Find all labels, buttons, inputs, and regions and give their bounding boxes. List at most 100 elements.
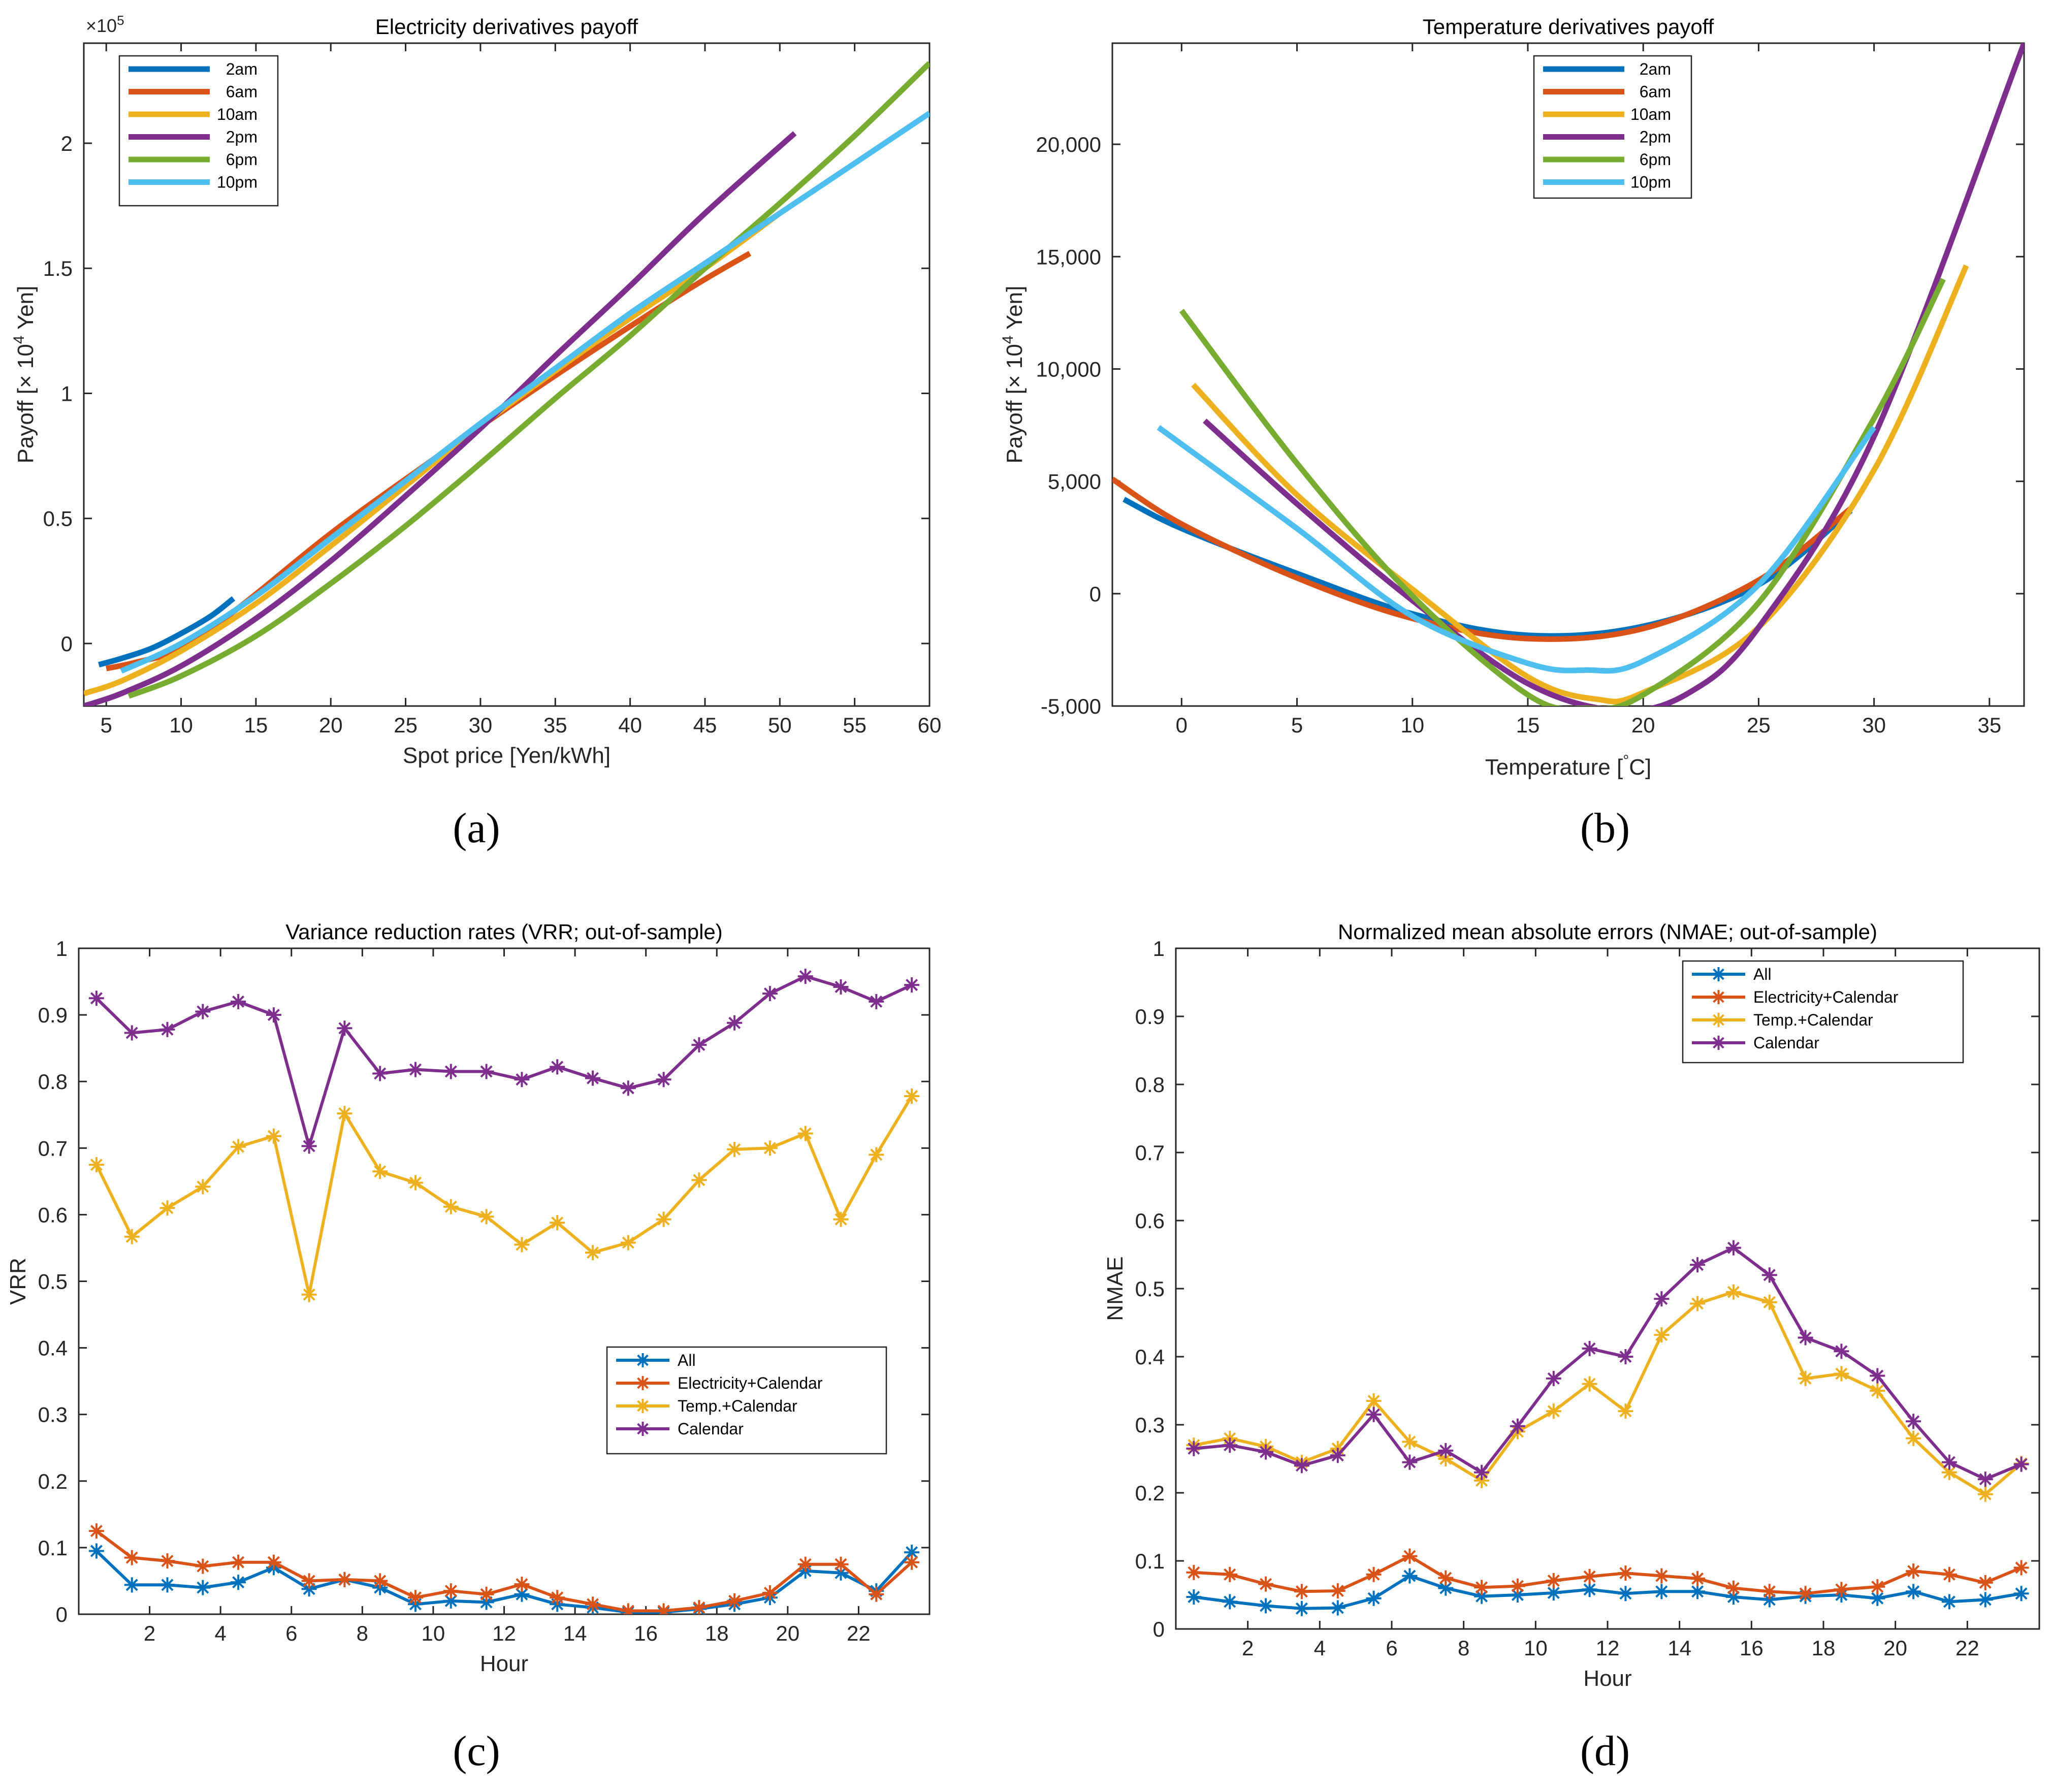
x-tick-label: 30 [1862, 713, 1886, 737]
data-point [833, 979, 849, 995]
y-tick-label: 5,000 [1048, 470, 1101, 494]
y-axis-label: NMAE [1103, 1256, 1128, 1321]
x-tick-label: 20 [319, 713, 343, 737]
y-axis-label-main: Payoff [× 10 [13, 344, 38, 463]
y-axis-label-tail: Yen] [13, 286, 38, 336]
legend-item: All [1692, 965, 1772, 983]
data-point [727, 1593, 743, 1609]
legend-item: 2am [129, 60, 258, 78]
data-point [1186, 1564, 1202, 1580]
data-point [869, 1586, 884, 1602]
y-tick-label: 0.4 [1135, 1345, 1165, 1369]
data-point [620, 1080, 636, 1096]
data-point [1761, 1294, 1777, 1310]
data-point [1941, 1594, 1957, 1610]
x-tick-label: 30 [469, 713, 493, 737]
x-tick-label: 16 [1740, 1636, 1764, 1660]
y-tick-label: 0.2 [1135, 1481, 1165, 1505]
legend-label: Electricity+Calendar [1753, 988, 1899, 1006]
data-point [408, 1062, 423, 1077]
data-point [372, 1573, 388, 1589]
data-point [1330, 1583, 1345, 1598]
legend-label: 2am [1640, 60, 1671, 78]
series-group [84, 61, 929, 706]
panel-label-a: (a) [453, 805, 500, 852]
x-tick-label: 22 [847, 1621, 871, 1645]
x-tick-label: 18 [1812, 1636, 1836, 1660]
data-point [727, 1141, 743, 1157]
x-tick-label: 8 [1458, 1636, 1469, 1660]
legend-box [1682, 960, 1964, 1064]
y-tick-label: 0.1 [38, 1536, 68, 1560]
legend-label: 6am [1640, 83, 1671, 101]
legend-item: 6am [1543, 83, 1671, 101]
x-tick-label: 6 [1386, 1636, 1397, 1660]
legend-item: 6am [129, 83, 258, 101]
data-point [231, 1554, 246, 1570]
series-line-2pm [1203, 43, 2024, 706]
legend-marker [1711, 990, 1726, 1004]
data-point [691, 1599, 707, 1614]
legend-marker [1711, 1013, 1726, 1027]
legend-item: All [616, 1351, 696, 1369]
legend-box [606, 1346, 887, 1455]
legend-label: 2am [226, 60, 258, 78]
y-tick-label: 0.7 [1135, 1141, 1165, 1165]
x-tick-label: 4 [214, 1621, 226, 1645]
data-point [1222, 1437, 1238, 1453]
data-point [550, 1590, 565, 1606]
x-tick-label: 5 [101, 713, 112, 737]
x-tick-label: 40 [618, 713, 642, 737]
data-point [443, 1199, 459, 1214]
data-point [372, 1164, 388, 1179]
y-tick-label: 1.5 [43, 257, 73, 280]
x-axis-label: Temperature [°C] [1485, 752, 1651, 780]
data-point [514, 1577, 530, 1592]
data-point [231, 1139, 246, 1155]
legend: All Electricity+Calendar Temp.+Calendar Cal… [1682, 960, 1964, 1064]
data-point [301, 1287, 317, 1302]
y-tick-label: 0.8 [1135, 1073, 1165, 1097]
data-point [195, 1004, 211, 1019]
data-point [1906, 1414, 1921, 1429]
data-point [1725, 1240, 1741, 1256]
data-point [1186, 1441, 1202, 1456]
data-point [124, 1550, 140, 1565]
x-tick-label: 12 [1596, 1636, 1620, 1660]
data-point [408, 1175, 423, 1191]
legend-item: 10am [1543, 105, 1671, 123]
data-point [797, 969, 813, 984]
y-axis-label: Payoff [× 104 Yen] [1000, 286, 1027, 464]
x-tick-label: 15 [244, 713, 268, 737]
data-point [1546, 1370, 1561, 1386]
x-tick-label: 2 [144, 1621, 155, 1645]
legend-label: All [678, 1351, 696, 1369]
series-line-2am [98, 596, 236, 668]
legend-label: 6pm [1640, 150, 1671, 169]
data-point [159, 1577, 175, 1593]
data-point [337, 1106, 352, 1122]
data-point [620, 1235, 636, 1251]
legend: 2am 6am 10am 2pm 6pm 10pm [1533, 55, 1692, 199]
data-point [1438, 1443, 1454, 1458]
data-point [1906, 1584, 1921, 1599]
x-tick-label: 2 [1242, 1636, 1254, 1660]
legend-item: 6pm [1543, 150, 1671, 169]
data-point [1222, 1566, 1238, 1582]
data-point [2013, 1456, 2029, 1472]
legend-marker [635, 1353, 650, 1367]
data-point [478, 1209, 494, 1225]
legend-item: Temp.+Calendar [1692, 1011, 1873, 1029]
nmae-chart: Normalized mean absolute errors (NMAE; o… [1103, 920, 2040, 1691]
legend-item: Electricity+Calendar [616, 1374, 823, 1392]
data-point [762, 986, 778, 1002]
data-point [443, 1064, 459, 1079]
y-tick-label: 10,000 [1036, 357, 1101, 381]
data-point [585, 1245, 600, 1261]
legend-label: Calendar [678, 1420, 744, 1438]
legend-marker [635, 1399, 650, 1413]
x-tick-label: 14 [1668, 1636, 1691, 1660]
data-point [88, 1543, 104, 1559]
chart-title: Temperature derivatives payoff [1423, 15, 1714, 39]
data-point [1258, 1598, 1274, 1614]
